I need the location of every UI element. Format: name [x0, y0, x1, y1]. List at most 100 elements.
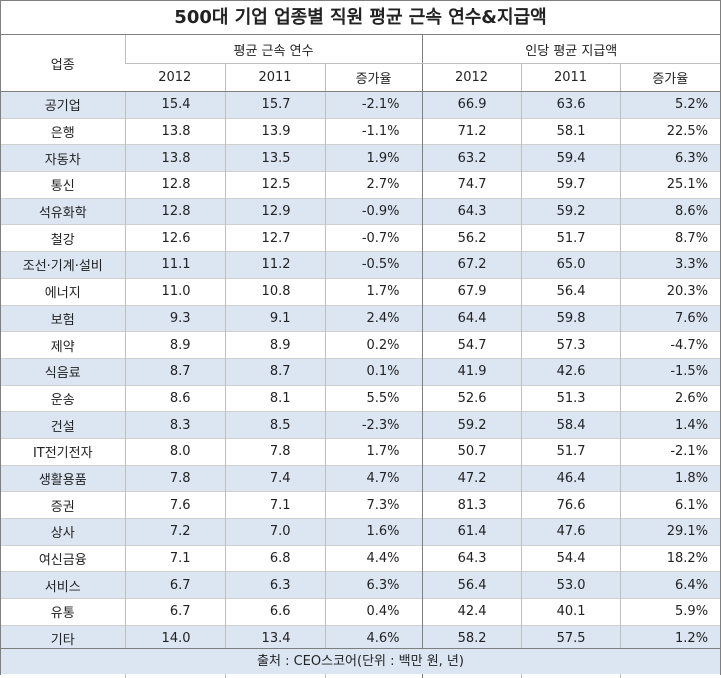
cell-pay-2012: 47.2	[422, 465, 521, 492]
cell-tenure-2011: 12.7	[225, 225, 325, 252]
cell-pay-2012: 50.7	[422, 438, 521, 465]
cell-pay-2012: 52.6	[422, 385, 521, 412]
cell-tenure-2012: 8.9	[125, 332, 225, 359]
header-pay-2011: 2011	[521, 64, 620, 92]
cell-tenure-2012: 12.8	[125, 172, 225, 199]
cell-industry: 상사	[1, 519, 125, 546]
cell-pay-2011: 63.6	[521, 92, 620, 119]
header-category: 업종	[1, 35, 125, 92]
cell-pay-rate: -1.5%	[620, 358, 720, 385]
cell-pay-rate: 6.1%	[620, 492, 720, 519]
cell-tenure-2011: 6.8	[225, 545, 325, 572]
cell-pay-2012: 67.9	[422, 278, 521, 305]
cell-tenure-2011: 9.1	[225, 305, 325, 332]
cell-tenure-2011: 8.5	[225, 412, 325, 439]
cell-tenure-2011: 8.7	[225, 358, 325, 385]
cell-industry: 서비스	[1, 572, 125, 599]
cell-tenure-2012: 15.4	[125, 92, 225, 119]
cell-tenure-2011: 11.2	[225, 252, 325, 279]
cell-industry: 보험	[1, 305, 125, 332]
cell-tenure-rate: 4.4%	[325, 545, 422, 572]
cell-tenure-2011: 12.5	[225, 172, 325, 199]
cell-industry: 제약	[1, 332, 125, 359]
cell-pay-2012: 64.3	[422, 545, 521, 572]
cell-pay-rate: 6.3%	[620, 145, 720, 172]
cell-pay-2012: 54.7	[422, 332, 521, 359]
cell-pay-2011: 59.7	[521, 172, 620, 199]
cell-tenure-2012: 12.8	[125, 198, 225, 225]
cell-tenure-2011: 7.0	[225, 519, 325, 546]
cell-pay-2012: 64.4	[422, 305, 521, 332]
cell-pay-2011: 59.8	[521, 305, 620, 332]
cell-tenure-rate: -0.5%	[325, 252, 422, 279]
cell-tenure-2011: 10.8	[225, 278, 325, 305]
cell-pay-rate: 8.7%	[620, 225, 720, 252]
cell-industry: 생활용품	[1, 465, 125, 492]
cell-pay-2011: 56.4	[521, 278, 620, 305]
cell-tenure-2011: 13.5	[225, 145, 325, 172]
cell-pay-2012: 63.2	[422, 145, 521, 172]
cell-tenure-rate: 0.4%	[325, 599, 422, 626]
cell-industry: 석유화학	[1, 198, 125, 225]
cell-tenure-2012: 13.8	[125, 145, 225, 172]
cell-tenure-2012: 6.7	[125, 572, 225, 599]
cell-pay-2012: 74.7	[422, 172, 521, 199]
cell-industry: 건설	[1, 412, 125, 439]
cell-tenure-rate: 0.1%	[325, 358, 422, 385]
cell-tenure-2012: 11.0	[125, 278, 225, 305]
cell-tenure-rate: 5.5%	[325, 385, 422, 412]
cell-tenure-2011: 6.3	[225, 572, 325, 599]
cell-industry: 은행	[1, 118, 125, 145]
cell-pay-rate: 2.6%	[620, 385, 720, 412]
cell-pay-2011: 58.4	[521, 412, 620, 439]
table-title: 500대 기업 업종별 직원 평균 근속 연수&지급액	[1, 1, 720, 35]
header-pay-2012: 2012	[422, 64, 521, 92]
cell-pay-rate: 3.3%	[620, 252, 720, 279]
cell-pay-rate: 7.6%	[620, 305, 720, 332]
cell-industry: 에너지	[1, 278, 125, 305]
cell-pay-rate: 1.8%	[620, 465, 720, 492]
header-pay-rate: 증가율	[620, 64, 720, 92]
cell-tenure-rate: 0.2%	[325, 332, 422, 359]
cell-pay-2011: 59.4	[521, 145, 620, 172]
cell-pay-2011: 51.3	[521, 385, 620, 412]
cell-tenure-2011: 6.6	[225, 599, 325, 626]
cell-pay-rate: 22.5%	[620, 118, 720, 145]
cell-industry: 통신	[1, 172, 125, 199]
cell-tenure-2012: 8.7	[125, 358, 225, 385]
cell-tenure-rate: -1.1%	[325, 118, 422, 145]
cell-tenure-2011: 13.9	[225, 118, 325, 145]
data-table: 업종 평균 근속 연수 인당 평균 지급액 2012 2011 증가율 2012…	[1, 35, 720, 678]
cell-pay-2011: 58.1	[521, 118, 620, 145]
cell-tenure-2011: 12.9	[225, 198, 325, 225]
cell-tenure-2011: 7.8	[225, 438, 325, 465]
cell-industry: 자동차	[1, 145, 125, 172]
cell-tenure-2012: 8.3	[125, 412, 225, 439]
cell-pay-2012: 59.2	[422, 412, 521, 439]
cell-pay-rate: 5.2%	[620, 92, 720, 119]
cell-pay-rate: 1.4%	[620, 412, 720, 439]
cell-industry: 증권	[1, 492, 125, 519]
cell-industry: 조선·기계·설비	[1, 252, 125, 279]
header-tenure-rate: 증가율	[325, 64, 422, 92]
cell-tenure-rate: -2.3%	[325, 412, 422, 439]
cell-pay-2011: 53.0	[521, 572, 620, 599]
cell-tenure-2012: 11.1	[125, 252, 225, 279]
cell-tenure-rate: 1.7%	[325, 278, 422, 305]
cell-tenure-2012: 7.2	[125, 519, 225, 546]
cell-tenure-rate: 1.9%	[325, 145, 422, 172]
cell-pay-2011: 65.0	[521, 252, 620, 279]
cell-pay-2012: 66.9	[422, 92, 521, 119]
cell-industry: 식음료	[1, 358, 125, 385]
cell-pay-2011: 54.4	[521, 545, 620, 572]
cell-tenure-rate: -0.7%	[325, 225, 422, 252]
cell-tenure-2012: 13.8	[125, 118, 225, 145]
